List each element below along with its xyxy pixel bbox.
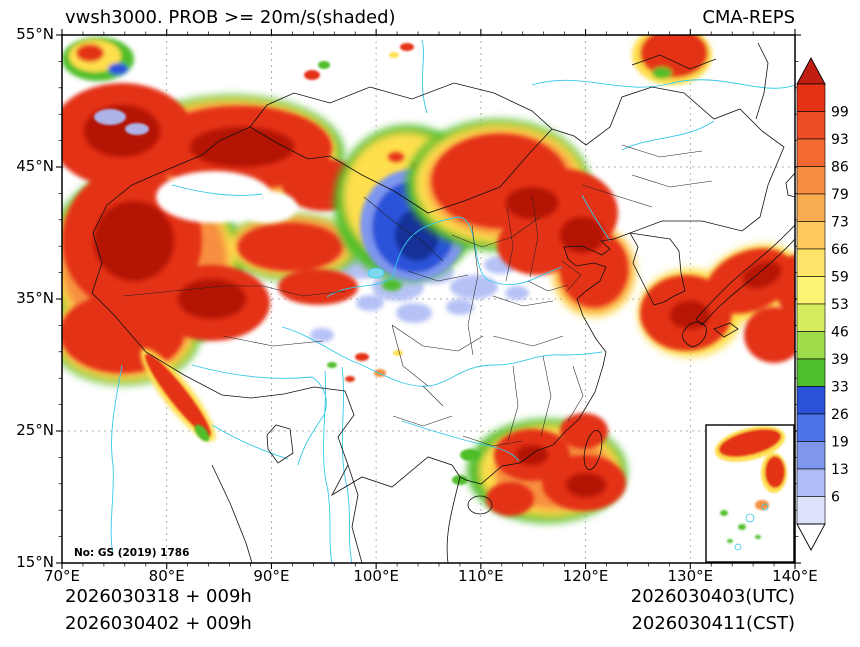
colorbar-tick-label: 53 <box>831 297 849 313</box>
south-china-sea-inset <box>705 424 795 563</box>
colorbar-tick-label: 26 <box>831 407 849 423</box>
map-frame <box>61 34 796 564</box>
taiwan-outline <box>583 429 603 471</box>
footer-valid-cst: 2026030411(CST) <box>631 613 795 634</box>
colorbar-cell <box>796 358 826 387</box>
colorbar-tick-label: 39 <box>831 352 849 368</box>
colorbar-cell <box>796 221 826 250</box>
colorbar-cell <box>796 496 826 525</box>
x-axis-tick-label: 120°E <box>562 567 609 585</box>
colorbar-cell <box>796 276 826 305</box>
colorbar-cell <box>796 166 826 195</box>
y-axis-tick-label: 45°N <box>16 157 54 175</box>
y-axis-tick-label: 55°N <box>16 25 54 43</box>
map-note: No: GS (2019) 1786 <box>74 547 189 559</box>
footer-init-cst: 2026030402 + 009h <box>65 613 252 634</box>
colorbar-cell <box>796 331 826 360</box>
colorbar-cell <box>796 303 826 332</box>
colorbar-tick-label: 86 <box>831 160 849 176</box>
colorbar-tick-label: 73 <box>831 215 849 231</box>
colorbar-cell <box>796 83 826 112</box>
x-axis-tick-label: 90°E <box>253 567 290 585</box>
x-axis-tick-label: 140°E <box>772 567 818 585</box>
x-axis-tick-label: 80°E <box>148 567 185 585</box>
colorbar-cell <box>796 413 826 442</box>
colorbar-tick-label: 93 <box>831 132 849 148</box>
colorbar-under-arrow <box>796 523 826 551</box>
y-axis-tick-label: 25°N <box>16 421 54 439</box>
colorbar-tick-label: 33 <box>831 380 849 396</box>
colorbar-tick-label: 6 <box>831 490 840 506</box>
hainan-outline <box>467 495 493 515</box>
y-axis-tick-label: 15°N <box>16 553 54 571</box>
colorbar-tick-label: 99 <box>831 105 849 121</box>
x-axis-tick-label: 130°E <box>667 567 714 585</box>
country-borders <box>91 42 795 563</box>
weather-map: No: GS (2019) 1786 <box>56 29 801 569</box>
colorbar-over-arrow <box>796 57 826 85</box>
colorbar-cell <box>796 468 826 497</box>
colorbar-cell <box>796 138 826 167</box>
qinghai-lake <box>367 267 385 279</box>
colorbar-cell <box>796 193 826 222</box>
model-label: CMA-REPS <box>702 7 795 28</box>
colorbar-tick-label: 13 <box>831 462 849 478</box>
colorbar-tick-label: 19 <box>831 435 849 451</box>
colorbar-cell <box>796 441 826 470</box>
colorbar-tick-label: 46 <box>831 325 849 341</box>
x-axis-tick-label: 110°E <box>458 567 504 585</box>
colorbar-tick-label: 59 <box>831 270 849 286</box>
probability-shading <box>62 35 795 523</box>
colorbar-tick-label: 79 <box>831 187 849 203</box>
x-axis-tick-label: 70°E <box>43 567 81 585</box>
colorbar: 99 93 86 79 73 66 59 53 46 39 33 26 19 13 6 <box>796 57 849 551</box>
colorbar-tick-label: 66 <box>831 242 849 258</box>
colorbar-cell <box>796 111 826 140</box>
colorbar-cell <box>796 248 826 277</box>
colorbar-cell <box>796 386 826 415</box>
province-borders <box>122 144 713 447</box>
y-axis-tick-label: 35°N <box>16 289 54 307</box>
footer-init-utc: 2026030318 + 009h <box>65 586 252 607</box>
footer-valid-utc: 2026030403(UTC) <box>630 586 795 607</box>
x-axis-tick-label: 100°E <box>353 567 399 585</box>
rivers <box>110 39 795 563</box>
page-title: vwsh3000. PROB >= 20m/s(shaded) <box>65 7 396 28</box>
